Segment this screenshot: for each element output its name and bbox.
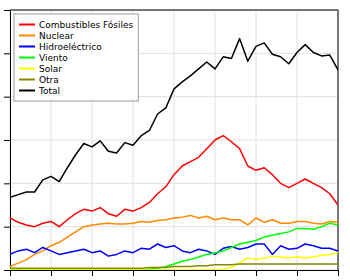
series-line — [10, 264, 338, 268]
frame — [338, 10, 339, 270]
legend-swatch — [19, 46, 35, 48]
legend-label: Combustibles Fósiles — [39, 20, 134, 30]
axis-line — [10, 11, 11, 271]
grid — [10, 10, 338, 270]
grid-line-y — [10, 10, 338, 11]
grid-line-y — [10, 140, 338, 141]
tick-mark — [133, 270, 134, 276]
legend-label: Nuclear — [39, 31, 74, 41]
tick-mark — [4, 10, 10, 11]
legend-swatch — [19, 35, 35, 37]
legend-swatch — [19, 24, 35, 26]
tick — [4, 183, 10, 184]
tick — [4, 10, 10, 11]
y-axis — [4, 11, 11, 271]
legend-swatch — [19, 57, 35, 59]
legend-swatch — [19, 68, 35, 70]
tick — [297, 270, 298, 276]
tick — [215, 270, 216, 276]
tick — [4, 53, 10, 54]
legend-swatch — [19, 90, 35, 92]
tick — [133, 270, 134, 276]
tick-mark — [338, 270, 339, 276]
legend-label: Otra — [39, 75, 59, 85]
legend-label: Total — [38, 86, 60, 96]
tick — [51, 270, 52, 276]
tick — [10, 270, 11, 276]
tick-mark — [92, 270, 93, 276]
tick — [4, 97, 10, 98]
tick-mark — [4, 270, 10, 271]
frame — [10, 10, 338, 11]
tick-mark — [215, 270, 216, 276]
tick-mark — [4, 140, 10, 141]
series-line — [10, 244, 338, 256]
legend: Combustibles FósilesNuclearHidroeléctric… — [14, 14, 138, 101]
tick-mark — [256, 270, 257, 276]
tick — [4, 227, 10, 228]
tick-mark — [4, 53, 10, 54]
tick-mark — [4, 97, 10, 98]
legend-label: Viento — [39, 53, 68, 63]
tick-mark — [4, 183, 10, 184]
legend-label: Hidroeléctrico — [39, 42, 102, 52]
tick — [4, 140, 10, 141]
tick — [256, 270, 257, 276]
tick-mark — [51, 270, 52, 276]
tick-mark — [10, 270, 11, 276]
series-line — [10, 223, 338, 270]
grid-line-y — [10, 183, 338, 184]
tick — [174, 270, 175, 276]
tick-mark — [4, 227, 10, 228]
tick — [92, 270, 93, 276]
tick — [338, 270, 339, 276]
tick-mark — [174, 270, 175, 276]
plot: Combustibles FósilesNuclearHidroeléctric… — [4, 10, 339, 276]
legend-box — [14, 14, 138, 101]
grid-line-x — [338, 10, 339, 270]
legend-label: Solar — [39, 64, 62, 74]
series-line — [10, 253, 338, 270]
series-line — [10, 39, 338, 198]
x-axis — [11, 270, 339, 276]
legend-swatch — [19, 79, 35, 81]
chart: Combustibles FósilesNuclearHidroeléctric… — [0, 0, 350, 280]
series-line — [10, 215, 338, 266]
tick — [4, 270, 10, 271]
lines — [10, 39, 338, 270]
tick-mark — [297, 270, 298, 276]
